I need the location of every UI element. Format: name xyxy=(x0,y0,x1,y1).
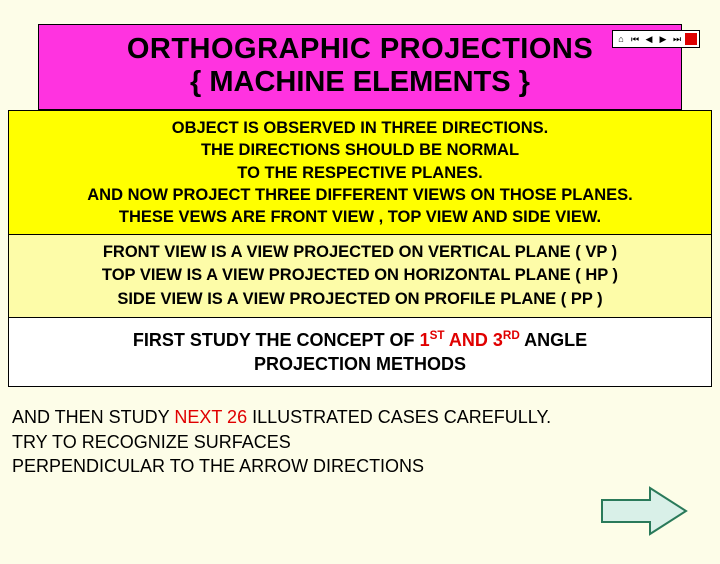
text-line: THE DIRECTIONS SHOULD BE NORMAL xyxy=(17,139,703,161)
section-concept: FIRST STUDY THE CONCEPT OF 1ST AND 3RD A… xyxy=(8,318,712,388)
next-icon[interactable]: ▶ xyxy=(656,32,670,46)
home-icon[interactable]: ⌂ xyxy=(614,32,628,46)
text-line: THESE VEWS ARE FRONT VIEW , TOP VIEW AND… xyxy=(17,206,703,228)
text-line: FIRST STUDY THE CONCEPT OF 1ST AND 3RD A… xyxy=(17,328,703,352)
section-views: FRONT VIEW IS A VIEW PROJECTED ON VERTIC… xyxy=(8,235,712,317)
text-line: TOP VIEW IS A VIEW PROJECTED ON HORIZONT… xyxy=(17,264,703,287)
nav-controls: ⌂ ⏮ ◀ ▶ ⏭ xyxy=(612,30,700,48)
section-observe: OBJECT IS OBSERVED IN THREE DIRECTIONS. … xyxy=(8,110,712,235)
text-line: FRONT VIEW IS A VIEW PROJECTED ON VERTIC… xyxy=(17,241,703,264)
section-study: AND THEN STUDY NEXT 26 ILLUSTRATED CASES… xyxy=(0,391,720,478)
text-line: SIDE VIEW IS A VIEW PROJECTED ON PROFILE… xyxy=(17,288,703,311)
text-line: AND NOW PROJECT THREE DIFFERENT VIEWS ON… xyxy=(17,184,703,206)
text-line: PERPENDICULAR TO THE ARROW DIRECTIONS xyxy=(12,454,712,478)
next-arrow-icon[interactable] xyxy=(600,486,690,536)
title-block: ORTHOGRAPHIC PROJECTIONS { MACHINE ELEME… xyxy=(38,24,682,110)
text-line: TRY TO RECOGNIZE SURFACES xyxy=(12,430,712,454)
highlight: 1ST AND 3RD xyxy=(420,330,520,350)
title-line1: ORTHOGRAPHIC PROJECTIONS xyxy=(43,33,677,66)
highlight: NEXT 26 xyxy=(174,407,247,427)
text-line: TO THE RESPECTIVE PLANES. xyxy=(17,162,703,184)
text: ILLUSTRATED CASES CAREFULLY. xyxy=(247,407,551,427)
text: ANGLE xyxy=(520,330,587,350)
first-icon[interactable]: ⏮ xyxy=(628,32,642,46)
text-line: PROJECTION METHODS xyxy=(17,352,703,376)
text: AND THEN STUDY xyxy=(12,407,174,427)
text: FIRST STUDY THE CONCEPT OF xyxy=(133,330,420,350)
title-line2: { MACHINE ELEMENTS } xyxy=(43,66,677,99)
last-icon[interactable]: ⏭ xyxy=(670,32,684,46)
text-line: AND THEN STUDY NEXT 26 ILLUSTRATED CASES… xyxy=(12,405,712,429)
prev-icon[interactable]: ◀ xyxy=(642,32,656,46)
stop-icon[interactable] xyxy=(685,33,697,45)
text-line: OBJECT IS OBSERVED IN THREE DIRECTIONS. xyxy=(17,117,703,139)
